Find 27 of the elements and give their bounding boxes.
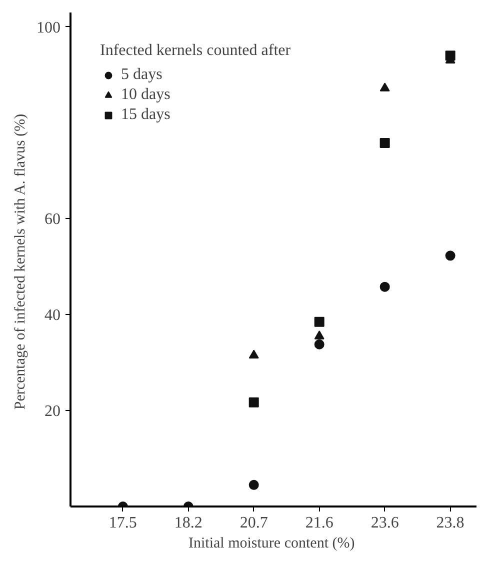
legend-label: 15 days	[121, 106, 170, 124]
point	[248, 480, 259, 490]
legend-label: 5 days	[121, 66, 162, 84]
y-tick-label: 100	[36, 19, 60, 36]
x-tick-label: 23.8	[436, 514, 464, 532]
point	[248, 397, 259, 408]
x-tick-label: 21.6	[305, 514, 334, 532]
x-tick-label: 23.6	[370, 514, 399, 532]
point	[380, 82, 390, 92]
point	[380, 282, 390, 292]
y-axis-title: Percentage of infected kernels with A. flavus (%)	[12, 114, 28, 410]
point	[445, 250, 456, 261]
point	[445, 50, 456, 61]
point	[314, 339, 324, 350]
y-tick-label: 20	[44, 403, 60, 420]
x-tick-label: 20.7	[240, 514, 268, 532]
y-tick-label: 40	[44, 307, 60, 324]
legend-label: 10 days	[121, 86, 170, 104]
point	[314, 330, 324, 340]
x-tick-label: 18.2	[174, 514, 202, 532]
y-tick-label: 60	[44, 211, 60, 228]
point	[248, 350, 259, 359]
point	[380, 138, 390, 148]
point	[314, 316, 324, 327]
legend-title: Infected kernels counted after	[100, 42, 291, 60]
x-axis-title: Initial moisture content (%)	[188, 536, 355, 552]
x-tick-label: 17.5	[108, 514, 137, 532]
